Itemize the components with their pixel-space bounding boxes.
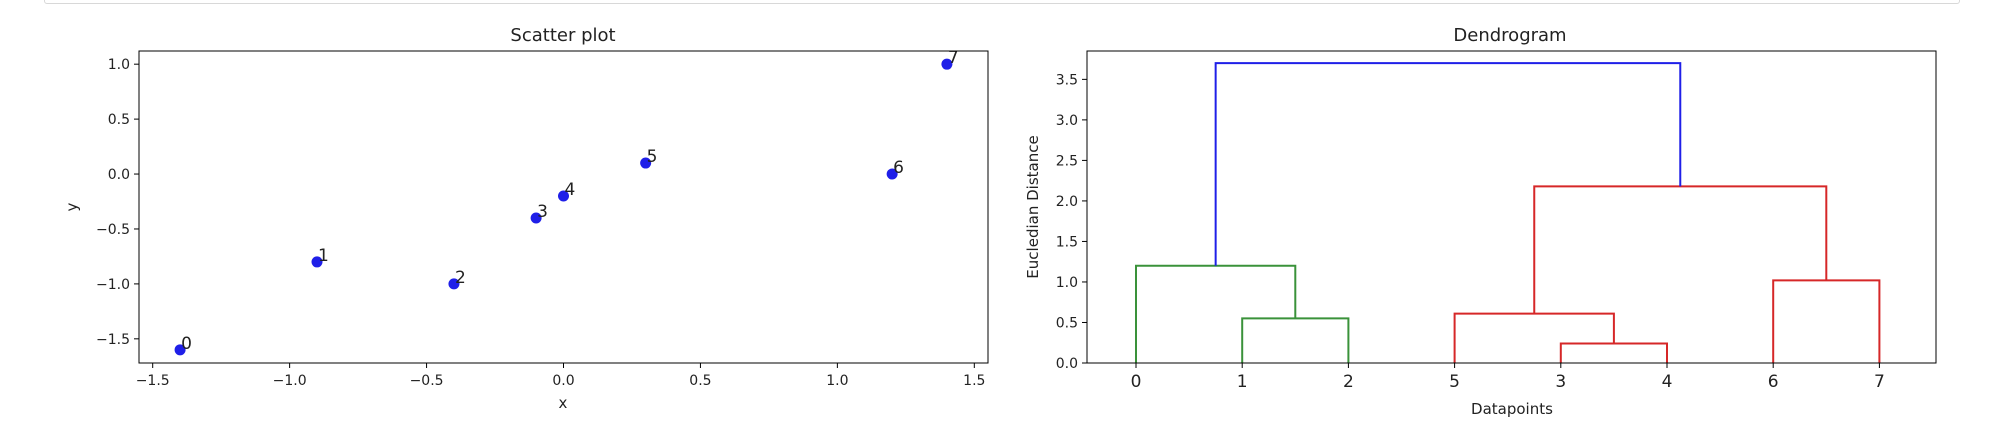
scatter-point-label: 5 <box>647 147 658 167</box>
dendrogram-leaf-label: 4 <box>1662 372 1673 392</box>
dendrogram-ytick-label: 1.5 <box>1056 234 1078 250</box>
dendrogram-ytick-label: 0.5 <box>1056 315 1078 331</box>
scatter-point <box>886 168 898 180</box>
dendrogram-link <box>1214 62 1682 266</box>
dendrogram-ytick-label: 3.0 <box>1056 113 1078 129</box>
dendrogram-leaf-label: 0 <box>1131 372 1142 392</box>
scatter-point-label: 4 <box>565 180 576 200</box>
dendrogram-ytick-label: 1.0 <box>1056 275 1078 291</box>
scatter-ytick-label: 0.5 <box>108 112 130 128</box>
dendrogram-link <box>1772 279 1881 363</box>
dendrogram-ticks: 0.0 0.5 1.0 1.5 2.0 2.5 3.0 3.5 0 1 2 5 3 4 6 7 <box>1056 72 1885 392</box>
dendrogram-ytick-label: 0.0 <box>1056 356 1078 372</box>
dendrogram-ylabel: Eucledian Distance <box>1024 135 1042 278</box>
dendrogram-ytick-label: 2.0 <box>1056 194 1078 210</box>
scatter-title: Scatter plot <box>510 25 615 46</box>
scatter-point <box>941 58 953 70</box>
scatter-point <box>174 344 186 356</box>
scatter-ytick-label: 1.0 <box>108 57 130 73</box>
scatter-ticks: −1.5 −1.0 −0.5 0.0 0.5 1.0 1.5 −1.5 −1.0 −0.5 0.0 0… <box>96 57 985 389</box>
scatter-point-label: 3 <box>537 202 548 222</box>
cell-frame <box>44 0 1960 4</box>
dendrogram-leaf-label: 2 <box>1343 372 1354 392</box>
scatter-xtick-label: 0.5 <box>689 373 711 389</box>
dendrogram-panel: Dendrogram 0.0 0.5 1.0 1.5 2.0 2.5 3.0 3.5 0 1 2 5 3… <box>1024 25 1937 418</box>
scatter-xtick-label: −1.0 <box>273 373 307 389</box>
scatter-xtick-label: −0.5 <box>410 373 444 389</box>
scatter-ytick-label: −1.5 <box>96 332 130 348</box>
scatter-axes-frame <box>138 50 989 364</box>
scatter-point <box>558 190 569 202</box>
dendrogram-link <box>1453 312 1615 363</box>
scatter-xtick-label: 0.0 <box>552 373 574 389</box>
scatter-ytick-label: −0.5 <box>96 222 130 238</box>
scatter-point-label: 6 <box>893 158 904 178</box>
scatter-xtick-label: 1.0 <box>826 373 848 389</box>
scatter-point-label: 2 <box>455 268 466 288</box>
dendrogram-links <box>1135 62 1881 363</box>
dendrogram-leaf-label: 5 <box>1449 372 1460 392</box>
dendrogram-leaf-label: 6 <box>1768 372 1779 392</box>
scatter-ytick-label: 0.0 <box>108 167 130 183</box>
dendrogram-title: Dendrogram <box>1453 25 1566 46</box>
scatter-point-label: 7 <box>948 48 959 68</box>
dendrogram-link <box>1559 342 1668 363</box>
scatter-point-label: 0 <box>181 334 192 354</box>
dendrogram-link <box>1241 317 1350 363</box>
dendrogram-link <box>1135 264 1297 363</box>
scatter-point <box>640 157 652 169</box>
scatter-ylabel: y <box>63 202 81 211</box>
scatter-point-label: 1 <box>318 246 329 266</box>
scatter-xtick-label: 1.5 <box>963 373 985 389</box>
dendrogram-leaf-label: 1 <box>1237 372 1248 392</box>
scatter-ytick-label: −1.0 <box>96 277 130 293</box>
dendrogram-ytick-label: 2.5 <box>1056 153 1078 169</box>
dendrogram-xlabel: Datapoints <box>1471 400 1553 418</box>
scatter-panel: Scatter plot −1.5 −1.0 −0.5 0.0 0.5 1.0 1.5−1.… <box>63 25 989 412</box>
scatter-point <box>311 256 323 268</box>
dendrogram-link <box>1533 185 1828 314</box>
dendrogram-leaf-label: 3 <box>1555 372 1566 392</box>
scatter-point <box>530 212 542 224</box>
scatter-xlabel: x <box>559 394 568 412</box>
dendrogram-ytick-label: 3.5 <box>1056 72 1078 88</box>
dendrogram-axes-frame <box>1086 50 1937 364</box>
dendrogram-leaf-label: 7 <box>1874 372 1885 392</box>
scatter-point <box>448 278 460 290</box>
scatter-xtick-label: −1.5 <box>136 373 170 389</box>
scatter-points: 0 1 2 34 5 6 7 <box>174 48 959 356</box>
